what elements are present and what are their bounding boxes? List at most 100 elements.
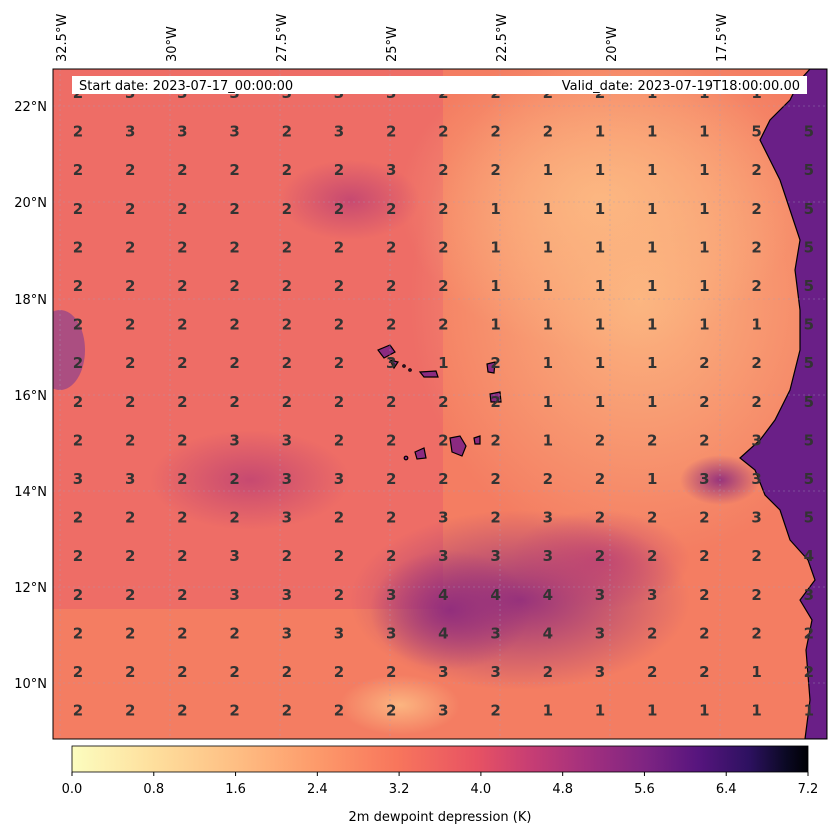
grid-value: 2 bbox=[647, 509, 657, 527]
grid-value: 2 bbox=[334, 509, 344, 527]
grid-value: 2 bbox=[386, 431, 396, 449]
grid-value: 1 bbox=[699, 277, 709, 295]
grid-value: 2 bbox=[282, 316, 292, 334]
grid-value: 3 bbox=[751, 431, 761, 449]
grid-value: 4 bbox=[543, 586, 553, 604]
valid-date-text: Valid_date: 2023-07-19T18:00:00.00 bbox=[562, 79, 800, 94]
grid-value: 2 bbox=[386, 123, 396, 141]
grid-value: 2 bbox=[177, 393, 187, 411]
grid-value: 2 bbox=[438, 316, 448, 334]
grid-value: 2 bbox=[282, 702, 292, 720]
grid-value: 2 bbox=[699, 431, 709, 449]
grid-value: 2 bbox=[282, 200, 292, 218]
grid-value: 2 bbox=[177, 277, 187, 295]
grid-value: 1 bbox=[751, 663, 761, 681]
grid-value: 2 bbox=[334, 393, 344, 411]
colorbar-tick-label: 7.2 bbox=[798, 782, 819, 797]
grid-value: 1 bbox=[647, 200, 657, 218]
grid-value: 2 bbox=[595, 547, 605, 565]
grid-value: 2 bbox=[334, 431, 344, 449]
start-date-text: Start date: 2023-07-17_00:00:00 bbox=[79, 79, 293, 94]
grid-value: 3 bbox=[751, 470, 761, 488]
grid-value: 2 bbox=[334, 316, 344, 334]
grid-value: 3 bbox=[282, 509, 292, 527]
grid-value: 3 bbox=[229, 547, 239, 565]
grid-value: 2 bbox=[751, 354, 761, 372]
grid-value: 2 bbox=[229, 316, 239, 334]
grid-value: 2 bbox=[177, 316, 187, 334]
grid-value: 1 bbox=[804, 702, 814, 720]
grid-value: 2 bbox=[334, 702, 344, 720]
grid-value: 2 bbox=[229, 509, 239, 527]
grid-value: 2 bbox=[751, 624, 761, 642]
grid-value: 5 bbox=[804, 238, 814, 256]
grid-value: 3 bbox=[229, 586, 239, 604]
grid-value: 1 bbox=[490, 277, 500, 295]
grid-value: 1 bbox=[699, 123, 709, 141]
grid-value: 3 bbox=[282, 470, 292, 488]
grid-value: 4 bbox=[438, 624, 448, 642]
colorbar-tick-label: 4.0 bbox=[471, 782, 492, 797]
grid-value: 3 bbox=[751, 509, 761, 527]
grid-value: 3 bbox=[229, 431, 239, 449]
grid-value: 2 bbox=[125, 354, 135, 372]
grid-value: 1 bbox=[490, 200, 500, 218]
grid-value: 3 bbox=[490, 663, 500, 681]
lon-label: 20°W bbox=[605, 26, 620, 62]
grid-value: 2 bbox=[229, 393, 239, 411]
grid-value: 3 bbox=[386, 586, 396, 604]
grid-value: 2 bbox=[595, 470, 605, 488]
grid-value: 2 bbox=[73, 547, 83, 565]
grid-value: 2 bbox=[282, 277, 292, 295]
grid-value: 5 bbox=[804, 509, 814, 527]
grid-value: 1 bbox=[543, 393, 553, 411]
grid-value: 2 bbox=[438, 393, 448, 411]
grid-value: 2 bbox=[125, 663, 135, 681]
grid-value: 2 bbox=[73, 509, 83, 527]
grid-value: 3 bbox=[804, 586, 814, 604]
cape-verde-islands bbox=[377, 344, 502, 461]
grid-value: 3 bbox=[229, 123, 239, 141]
grid-value: 2 bbox=[647, 431, 657, 449]
grid-value: 2 bbox=[229, 470, 239, 488]
grid-value: 2 bbox=[125, 586, 135, 604]
grid-value: 2 bbox=[334, 547, 344, 565]
grid-value: 2 bbox=[334, 238, 344, 256]
grid-value: 2 bbox=[699, 547, 709, 565]
grid-value: 2 bbox=[177, 431, 187, 449]
grid-value: 2 bbox=[647, 547, 657, 565]
grid-value: 2 bbox=[125, 238, 135, 256]
grid-value: 3 bbox=[386, 161, 396, 179]
grid-value: 3 bbox=[282, 624, 292, 642]
grid-value: 2 bbox=[490, 470, 500, 488]
grid-value: 2 bbox=[229, 702, 239, 720]
grid-value: 2 bbox=[699, 354, 709, 372]
grid-value: 2 bbox=[125, 393, 135, 411]
grid-value: 2 bbox=[177, 354, 187, 372]
grid-value: 5 bbox=[804, 431, 814, 449]
grid-value: 2 bbox=[282, 547, 292, 565]
grid-value: 2 bbox=[490, 354, 500, 372]
grid-value: 3 bbox=[334, 470, 344, 488]
grid-value: 3 bbox=[699, 470, 709, 488]
grid-value: 2 bbox=[595, 431, 605, 449]
grid-value: 2 bbox=[386, 663, 396, 681]
grid-value: 1 bbox=[490, 316, 500, 334]
grid-value: 1 bbox=[543, 161, 553, 179]
lat-label: 20°N bbox=[14, 196, 47, 211]
grid-value: 1 bbox=[751, 702, 761, 720]
grid-value: 2 bbox=[73, 277, 83, 295]
grid-value: 2 bbox=[438, 161, 448, 179]
grid-value: 3 bbox=[490, 547, 500, 565]
grid-value: 2 bbox=[229, 161, 239, 179]
grid-value: 1 bbox=[751, 316, 761, 334]
grid-value: 2 bbox=[229, 354, 239, 372]
grid-value: 5 bbox=[804, 200, 814, 218]
grid-value: 2 bbox=[438, 431, 448, 449]
grid-value: 2 bbox=[386, 509, 396, 527]
grid-value: 4 bbox=[490, 586, 500, 604]
grid-value: 1 bbox=[543, 277, 553, 295]
grid-value: 2 bbox=[282, 161, 292, 179]
grid-value: 1 bbox=[595, 393, 605, 411]
grid-value: 2 bbox=[177, 470, 187, 488]
